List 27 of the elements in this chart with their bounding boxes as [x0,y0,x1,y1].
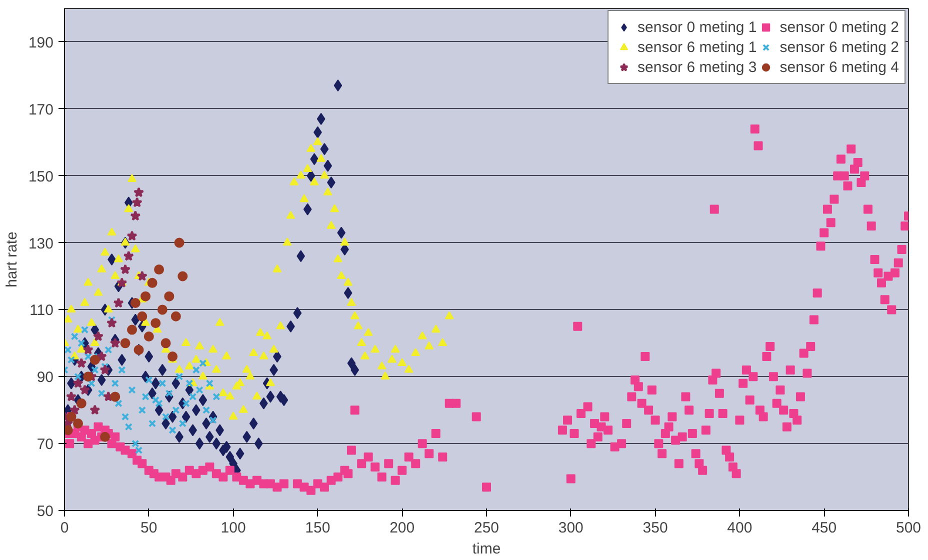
x-tick-label: 150 [305,520,330,536]
y-tick-label: 70 [36,436,54,454]
x-axis-title: time [472,540,501,558]
x-tick-label: 500 [896,520,922,536]
legend-label: sensor 6 meting 1 [638,38,757,56]
y-tick-label: 130 [28,235,54,252]
legend-label: sensor 0 meting 2 [780,18,899,36]
legend-label: sensor 6 meting 2 [780,38,899,56]
y-tick-label: 110 [30,302,54,320]
x-tick-label: 100 [220,520,246,536]
x-tick-label: 350 [642,520,668,536]
x-tick-label: 450 [812,520,837,536]
legend-label: sensor 6 meting 3 [638,58,757,76]
x-tick-label: 200 [390,520,415,536]
legend-label: sensor 6 meting 4 [780,58,899,76]
y-tick-label: 190 [28,34,54,52]
y-tick-label: 50 [36,503,54,520]
x-tick-label: 50 [140,520,158,536]
x-tick-label: 400 [727,520,752,536]
y-tick-label: 170 [28,101,54,118]
x-tick-label: 0 [60,520,69,536]
y-tick-label: 150 [28,168,54,186]
x-tick-label: 250 [474,520,500,536]
legend-label: sensor 0 meting 1 [638,18,757,36]
y-axis-title: hart rate [3,232,20,288]
y-tick-label: 90 [36,369,54,386]
x-tick-label: 300 [558,520,584,536]
